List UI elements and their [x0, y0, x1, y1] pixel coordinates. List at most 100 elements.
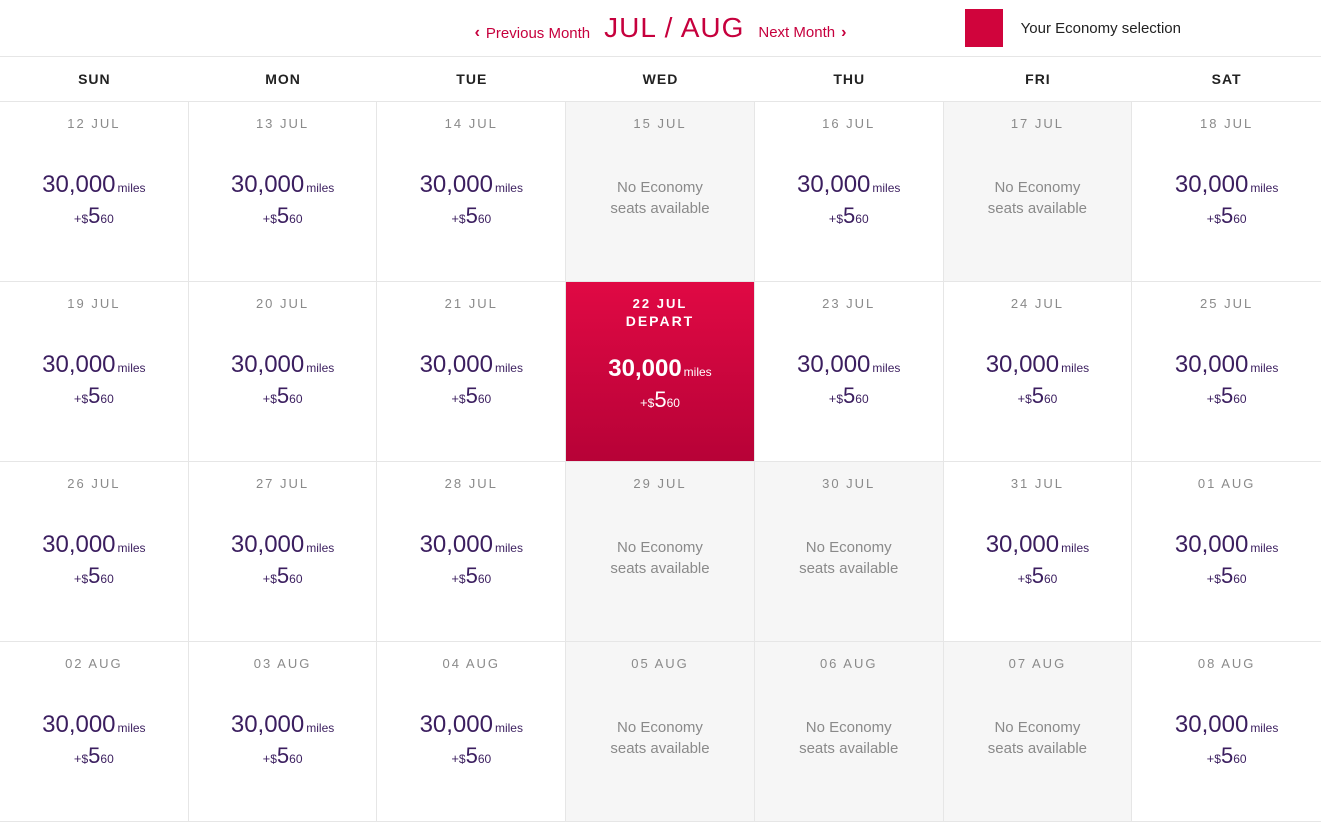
fee-cents: 60 [289, 752, 302, 766]
calendar-cell[interactable]: 18 JUL30,000miles+$560 [1132, 102, 1321, 281]
dow-thu: THU [755, 57, 944, 101]
fee-line: +$560 [22, 383, 165, 409]
calendar-cell: 07 AUGNo Economyseats available [944, 642, 1133, 821]
calendar-week: 19 JUL30,000miles+$56020 JUL30,000miles+… [0, 282, 1321, 462]
prev-month-label: Previous Month [486, 25, 590, 42]
fee-dollars: 5 [1032, 383, 1044, 409]
fee-dollars: 5 [1221, 383, 1233, 409]
cell-date: 22 JUL [633, 296, 688, 311]
calendar-cell[interactable]: 23 JUL 30,000miles+$560 [755, 282, 944, 461]
fee-cents: 60 [478, 572, 491, 586]
fee-line: +$560 [966, 383, 1109, 409]
miles-line: 30,000miles [1175, 711, 1278, 739]
fee-line: +$560 [400, 203, 543, 229]
fee-dollars: 5 [88, 563, 100, 589]
calendar-cell[interactable]: 26 JUL30,000miles+$560 [0, 462, 189, 641]
miles-unit: miles [1250, 541, 1278, 555]
fee-plus: + [263, 571, 271, 586]
miles-unit: miles [1250, 181, 1278, 195]
fee-currency: $ [459, 392, 466, 406]
prev-month-link[interactable]: ‹ Previous Month [475, 25, 591, 42]
miles-line: 30,000miles [231, 351, 334, 379]
fee-dollars: 5 [466, 383, 478, 409]
calendar-cell[interactable]: 20 JUL30,000miles+$560 [189, 282, 378, 461]
calendar-cell[interactable]: 22 JULDEPART30,000miles+$560 [566, 282, 755, 461]
cell-date: 21 JUL [445, 296, 498, 311]
calendar-cell[interactable]: 12 JUL30,000miles+$560 [0, 102, 189, 281]
cell-date: 23 JUL [822, 296, 875, 311]
price-block: 30,000miles+$560 [400, 531, 543, 589]
calendar-cell[interactable]: 16 JUL30,000miles+$560 [755, 102, 944, 281]
dow-mon: MON [189, 57, 378, 101]
fee-dollars: 5 [1221, 563, 1233, 589]
miles-unit: miles [1061, 541, 1089, 555]
calendar-cell[interactable]: 31 JUL30,000miles+$560 [944, 462, 1133, 641]
fee-line: +$560 [1155, 563, 1298, 589]
calendar-cell[interactable]: 28 JUL30,000miles+$560 [377, 462, 566, 641]
fee-cents: 60 [100, 752, 113, 766]
fee-plus: + [263, 211, 271, 226]
no-seats-text: No Economyseats available [610, 717, 709, 759]
calendar-cell[interactable]: 19 JUL30,000miles+$560 [0, 282, 189, 461]
miles-amount: 30,000 [42, 711, 115, 739]
fee-currency: $ [1214, 752, 1221, 766]
miles-unit: miles [495, 541, 523, 555]
price-block: 30,000miles+$560 [22, 711, 165, 769]
calendar-week: 02 AUG30,000miles+$56003 AUG30,000miles+… [0, 642, 1321, 822]
miles-line: 30,000miles [608, 355, 711, 383]
price-block: 30,000miles+$560 [400, 351, 543, 409]
fee-currency: $ [459, 752, 466, 766]
price-block: 30,000miles+$560 [1155, 171, 1298, 229]
fee-cents: 60 [1233, 752, 1246, 766]
calendar-cell[interactable]: 27 JUL30,000miles+$560 [189, 462, 378, 641]
fee-cents: 60 [289, 212, 302, 226]
calendar-cell[interactable]: 08 AUG30,000miles+$560 [1132, 642, 1321, 821]
no-seats-text: No Economyseats available [799, 717, 898, 759]
price-block: 30,000miles+$560 [777, 351, 920, 409]
calendar-cell[interactable]: 01 AUG30,000miles+$560 [1132, 462, 1321, 641]
price-block: 30,000miles+$560 [966, 531, 1109, 589]
calendar-cell[interactable]: 14 JUL30,000miles+$560 [377, 102, 566, 281]
calendar-cell: 05 AUGNo Economyseats available [566, 642, 755, 821]
fee-cents: 60 [1233, 212, 1246, 226]
fee-dollars: 5 [654, 387, 666, 413]
miles-line: 30,000miles [986, 531, 1089, 559]
calendar-cell[interactable]: 02 AUG30,000miles+$560 [0, 642, 189, 821]
miles-line: 30,000miles [42, 351, 145, 379]
calendar-cell[interactable]: 04 AUG30,000miles+$560 [377, 642, 566, 821]
dow-wed: WED [566, 57, 755, 101]
miles-line: 30,000miles [420, 711, 523, 739]
cell-date: 24 JUL [1011, 296, 1064, 311]
calendar-cell[interactable]: 24 JUL30,000miles+$560 [944, 282, 1133, 461]
fee-currency: $ [1025, 572, 1032, 586]
miles-amount: 30,000 [420, 351, 493, 379]
calendar-cell[interactable]: 25 JUL30,000miles+$560 [1132, 282, 1321, 461]
cell-date: 16 JUL [822, 116, 875, 131]
next-month-link[interactable]: Next Month › [758, 24, 846, 41]
cell-date: 03 AUG [254, 656, 312, 671]
miles-amount: 30,000 [420, 171, 493, 199]
fee-line: +$560 [1155, 743, 1298, 769]
cell-date: 14 JUL [445, 116, 498, 131]
calendar-cell: 29 JULNo Economyseats available [566, 462, 755, 641]
fee-currency: $ [459, 212, 466, 226]
cell-date: 26 JUL [67, 476, 120, 491]
cell-date: 13 JUL [256, 116, 309, 131]
fee-currency: $ [81, 212, 88, 226]
fee-plus: + [451, 751, 459, 766]
fee-plus: + [1017, 571, 1025, 586]
cell-date: 28 JUL [445, 476, 498, 491]
calendar-cell[interactable]: 21 JUL 30,000miles+$560 [377, 282, 566, 461]
calendar-cell[interactable]: 13 JUL30,000miles+$560 [189, 102, 378, 281]
fee-plus: + [1017, 391, 1025, 406]
fee-dollars: 5 [466, 203, 478, 229]
no-seats-text: No Economyseats available [610, 177, 709, 219]
fee-dollars: 5 [277, 383, 289, 409]
calendar-cell[interactable]: 03 AUG30,000miles+$560 [189, 642, 378, 821]
fee-line: +$560 [211, 383, 354, 409]
fee-plus: + [451, 571, 459, 586]
miles-unit: miles [872, 361, 900, 375]
miles-line: 30,000miles [420, 531, 523, 559]
fee-currency: $ [1214, 392, 1221, 406]
miles-amount: 30,000 [231, 351, 304, 379]
